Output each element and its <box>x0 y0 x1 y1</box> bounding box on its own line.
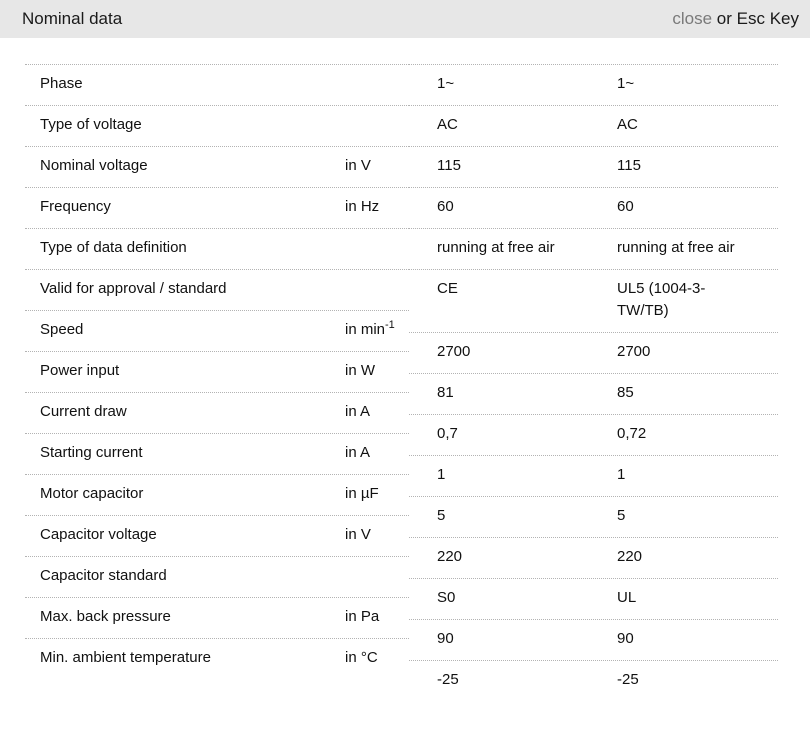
table-row: Valid for approval / standard <box>25 269 409 310</box>
row-label: Current draw <box>40 403 127 420</box>
table-row-values: 2700 2700 <box>409 332 778 373</box>
table-row: Starting current in A <box>25 433 409 474</box>
table-row: Phase <box>25 64 409 105</box>
table-row: Frequency in Hz <box>25 187 409 228</box>
table-row: Motor capacitor in µF <box>25 474 409 515</box>
row-value-col2: 115 <box>617 157 641 174</box>
row-value-col2: AC <box>617 116 638 133</box>
row-unit <box>345 73 409 95</box>
row-unit: in V <box>345 157 371 174</box>
row-unit: in Hz <box>345 198 380 215</box>
row-value-col1: -25 <box>437 671 459 688</box>
row-label: Type of voltage <box>40 116 142 133</box>
row-unit: in µF <box>345 485 379 502</box>
table-row-values: 1~ 1~ <box>409 64 778 105</box>
dialog-close-area: close or Esc Key <box>672 9 799 29</box>
row-value-col2: UL5 (1004-3-TW/TB) <box>617 280 706 319</box>
row-label: Speed <box>40 321 84 338</box>
labels-table: Phase Type of voltage Nominal voltage in… <box>25 64 409 679</box>
table-row: Nominal voltage in V <box>25 146 409 187</box>
row-unit <box>345 114 409 136</box>
row-value-col2: 90 <box>617 630 634 647</box>
table-row: Power input in W <box>25 351 409 392</box>
row-label: Power input <box>40 362 120 379</box>
unit-superscript: -1 <box>385 319 395 331</box>
table-row-values: AC AC <box>409 105 778 146</box>
row-value-col2: 2700 <box>617 343 651 360</box>
values-table: 1~ 1~ AC AC 115 115 60 60 running at fre… <box>409 64 778 701</box>
dialog-header: Nominal data close or Esc Key <box>0 0 810 38</box>
row-value-col1: 220 <box>437 548 463 565</box>
row-label: Min. ambient temperature <box>40 649 211 666</box>
row-value-col1: AC <box>437 116 458 133</box>
row-value-col2: 1~ <box>617 75 635 92</box>
row-label: Capacitor voltage <box>40 526 157 543</box>
row-value-col2: 0,72 <box>617 425 647 442</box>
close-link[interactable]: close <box>672 9 713 28</box>
row-label: Nominal voltage <box>40 157 148 174</box>
nominal-data-table: Phase Type of voltage Nominal voltage in… <box>25 64 810 701</box>
row-unit: in Pa <box>345 608 380 625</box>
table-row: Current draw in A <box>25 392 409 433</box>
row-value-col1: 90 <box>437 630 454 647</box>
table-row: Capacitor voltage in V <box>25 515 409 556</box>
row-unit <box>345 278 409 300</box>
row-value-col1: 1 <box>437 466 446 483</box>
esc-key-hint: or Esc Key <box>712 9 799 28</box>
row-label: Motor capacitor <box>40 485 144 502</box>
table-row-values: CE UL5 (1004-3-TW/TB) <box>409 269 778 332</box>
row-unit <box>345 237 409 259</box>
table-row-values: 90 90 <box>409 619 778 660</box>
row-value-col2: 60 <box>617 198 634 215</box>
row-unit: in min-1 <box>345 319 395 339</box>
table-row-values: 220 220 <box>409 537 778 578</box>
row-unit: in °C <box>345 649 378 666</box>
table-row: Max. back pressure in Pa <box>25 597 409 638</box>
row-label: Capacitor standard <box>40 567 167 584</box>
row-value-col1: 81 <box>437 384 454 401</box>
table-row: Speed in min-1 <box>25 310 409 351</box>
row-value-col2: 1 <box>617 466 626 483</box>
row-value-col1: running at free air <box>437 239 555 256</box>
row-value-col1: 115 <box>437 157 461 174</box>
row-value-col2: -25 <box>617 671 639 688</box>
row-value-col2: 85 <box>617 384 634 401</box>
table-row: Type of data definition <box>25 228 409 269</box>
table-row: Type of voltage <box>25 105 409 146</box>
table-row-values: running at free air running at free air <box>409 228 778 269</box>
row-label: Max. back pressure <box>40 608 171 625</box>
row-value-col1: 5 <box>437 507 446 524</box>
row-value-col1: 1~ <box>437 75 455 92</box>
table-row: Min. ambient temperature in °C <box>25 638 409 679</box>
table-row-values: -25 -25 <box>409 660 778 701</box>
row-unit: in A <box>345 403 371 420</box>
table-row-values: 1 1 <box>409 455 778 496</box>
row-unit: in V <box>345 526 371 543</box>
row-label: Type of data definition <box>40 239 187 256</box>
row-label: Valid for approval / standard <box>40 280 227 297</box>
table-row-values: S0 UL <box>409 578 778 619</box>
row-label: Frequency <box>40 198 111 215</box>
row-label: Phase <box>40 75 83 92</box>
table-row: Capacitor standard <box>25 556 409 597</box>
table-row-values: 81 85 <box>409 373 778 414</box>
row-value-col2: 220 <box>617 548 643 565</box>
table-row-values: 0,7 0,72 <box>409 414 778 455</box>
row-value-col1: CE <box>437 280 458 297</box>
row-unit: in A <box>345 444 371 461</box>
row-value-col2: UL <box>617 589 637 606</box>
row-value-col2: 5 <box>617 507 626 524</box>
row-unit <box>345 565 409 587</box>
row-unit: in W <box>345 362 375 379</box>
row-value-col1: 60 <box>437 198 454 215</box>
row-value-col1: 2700 <box>437 343 471 360</box>
table-row-values: 5 5 <box>409 496 778 537</box>
table-row-values: 60 60 <box>409 187 778 228</box>
row-value-col1: 0,7 <box>437 425 458 442</box>
row-value-col1: S0 <box>437 589 456 606</box>
row-value-col2: running at free air <box>617 239 735 256</box>
dialog-title: Nominal data <box>22 9 123 28</box>
table-row-values: 115 115 <box>409 146 778 187</box>
row-label: Starting current <box>40 444 143 461</box>
